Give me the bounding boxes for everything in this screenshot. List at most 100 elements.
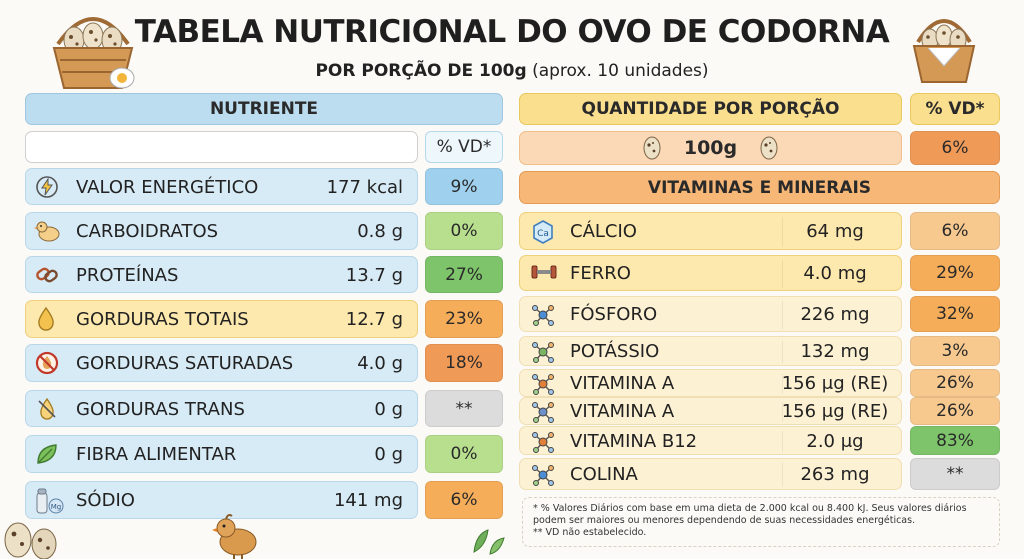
mineral-row: VITAMINA A 156 μg (RE)	[519, 397, 902, 425]
mineral-vd: 29%	[910, 255, 1000, 291]
nutrient-row: GORDURAS TRANS 0 g	[25, 390, 418, 427]
subtitle-bold: POR PORÇÃO DE 100g	[315, 61, 527, 81]
mineral-vd: 26%	[910, 397, 1000, 425]
mineral-row: POTÁSSIO 132 mg	[519, 336, 902, 366]
footnote-line-1: * % Valores Diários com base em uma diet…	[533, 503, 967, 514]
mineral-label: CÁLCIO	[570, 221, 637, 242]
vd-header: % VD*	[425, 131, 503, 163]
nutrient-value: 0 g	[374, 398, 403, 420]
portion-vd: 6%	[910, 131, 1000, 165]
nutrient-row: CARBOIDRATOS 0.8 g	[25, 212, 418, 250]
chain-link-icon	[34, 262, 60, 292]
mineral-row: VITAMINA A 156 μg (RE)	[519, 369, 902, 397]
no-fat-icon	[34, 350, 60, 380]
egg-basket-icon	[52, 17, 135, 89]
nutrient-vd: 0%	[425, 212, 503, 250]
nutrient-label: GORDURAS SATURADAS	[76, 353, 294, 374]
quail-eggs-icon	[4, 522, 57, 559]
nutrient-label: FIBRA ALIMENTAR	[76, 444, 237, 465]
nutrient-vd: **	[425, 390, 503, 427]
nutrient-row: GORDURAS SATURADAS 4.0 g	[25, 344, 418, 382]
mineral-label: FÓSFORO	[570, 304, 658, 325]
molecule-icon	[530, 462, 556, 492]
dumbbell-icon	[530, 261, 558, 287]
salt-shaker-icon: Mg	[34, 487, 64, 519]
oil-drop-icon	[34, 306, 58, 336]
nutrient-row: Mg SÓDIO 141 mg	[25, 481, 418, 519]
molecule-icon	[530, 302, 556, 332]
quail-bird-icon	[212, 514, 257, 559]
mineral-value: 132 mg	[800, 341, 870, 362]
row-divider	[782, 431, 783, 452]
quail-egg-icon	[643, 136, 661, 160]
portion-row: 100g	[519, 131, 902, 165]
egg-basket-icon	[912, 19, 976, 83]
mineral-label: VITAMINA B12	[570, 430, 698, 452]
nutrient-row: PROTEÍNAS 13.7 g	[25, 256, 418, 293]
nutrient-value: 141 mg	[333, 490, 403, 511]
nutrient-vd: 0%	[425, 435, 503, 473]
mineral-value: 156 μg (RE)	[781, 401, 889, 422]
nutrient-label: VALOR ENERGÉTICO	[76, 176, 259, 198]
subtitle-rest: (aprox. 10 unidades)	[532, 61, 709, 81]
row-divider	[782, 402, 783, 422]
nutrient-value: 12.7 g	[345, 309, 403, 330]
nutrient-vd: 9%	[425, 168, 503, 205]
mineral-value: 4.0 mg	[803, 263, 867, 284]
molecule-icon	[530, 371, 556, 401]
nutrient-vd: 23%	[425, 300, 503, 338]
mineral-row: COLINA 263 mg	[519, 458, 902, 490]
mineral-vd: 3%	[910, 336, 1000, 366]
mineral-value: 64 mg	[806, 221, 864, 242]
nutrient-row: VALOR ENERGÉTICO 177 kcal	[25, 168, 418, 205]
page-title: TABELA NUTRICIONAL DO OVO DE CODORNA	[134, 14, 890, 50]
calcium-icon: Ca	[530, 219, 556, 249]
nutrient-label: CARBOIDRATOS	[76, 221, 219, 242]
nutrient-vd: 27%	[425, 256, 503, 293]
lightning-icon	[34, 174, 60, 204]
nutrient-header: NUTRIENTE	[25, 93, 503, 125]
mineral-value: 156 μg (RE)	[781, 373, 889, 394]
nutrient-vd: 18%	[425, 344, 503, 382]
leaves-icon	[473, 529, 505, 555]
mineral-label: VITAMINA A	[570, 401, 675, 422]
vitamins-section-header: VITAMINAS E MINERAIS	[519, 171, 1000, 204]
footnote-line-2: podem ser maiores ou menores dependendo …	[533, 515, 916, 526]
row-divider	[782, 463, 783, 487]
mineral-row: Ca CÁLCIO 64 mg	[519, 212, 902, 250]
quail-egg-icon	[760, 136, 778, 160]
nutrient-label: GORDURAS TRANS	[76, 398, 245, 420]
vd-header-right: % VD*	[910, 93, 1000, 125]
no-drop-icon	[34, 396, 60, 426]
nutrient-label: GORDURAS TOTAIS	[76, 309, 249, 330]
row-divider	[782, 260, 783, 288]
nutrient-row: FIBRA ALIMENTAR 0 g	[25, 435, 418, 473]
mineral-value: 263 mg	[800, 464, 870, 485]
mineral-row: VITAMINA B12 2.0 μg	[519, 426, 902, 455]
mineral-label: FERRO	[570, 263, 631, 284]
mineral-row: FERRO 4.0 mg	[519, 255, 902, 291]
row-divider	[782, 217, 783, 247]
mineral-label: POTÁSSIO	[570, 341, 660, 362]
mineral-label: VITAMINA A	[570, 373, 675, 394]
mineral-vd: 6%	[910, 212, 1000, 250]
mineral-vd: **	[910, 458, 1000, 490]
svg-text:Mg: Mg	[51, 503, 61, 511]
molecule-icon	[530, 429, 556, 459]
mineral-label: COLINA	[570, 464, 638, 485]
row-divider	[782, 301, 783, 329]
mineral-vd: 26%	[910, 369, 1000, 397]
nutrient-value: 4.0 g	[357, 353, 403, 374]
nutrient-vd: 6%	[425, 481, 503, 519]
molecule-icon	[530, 339, 556, 369]
mineral-row: FÓSFORO 226 mg	[519, 296, 902, 332]
footnote-box: * % Valores Diários com base em uma diet…	[522, 497, 1000, 547]
nutrient-label: SÓDIO	[76, 490, 135, 511]
mineral-value: 2.0 μg	[806, 430, 864, 452]
nutrient-value: 13.7 g	[345, 264, 403, 286]
row-divider	[782, 374, 783, 394]
leaf-icon	[34, 441, 60, 471]
nutrient-value: 177 kcal	[326, 176, 403, 198]
row-divider	[782, 341, 783, 363]
nutrient-row: GORDURAS TOTAIS 12.7 g	[25, 300, 418, 338]
